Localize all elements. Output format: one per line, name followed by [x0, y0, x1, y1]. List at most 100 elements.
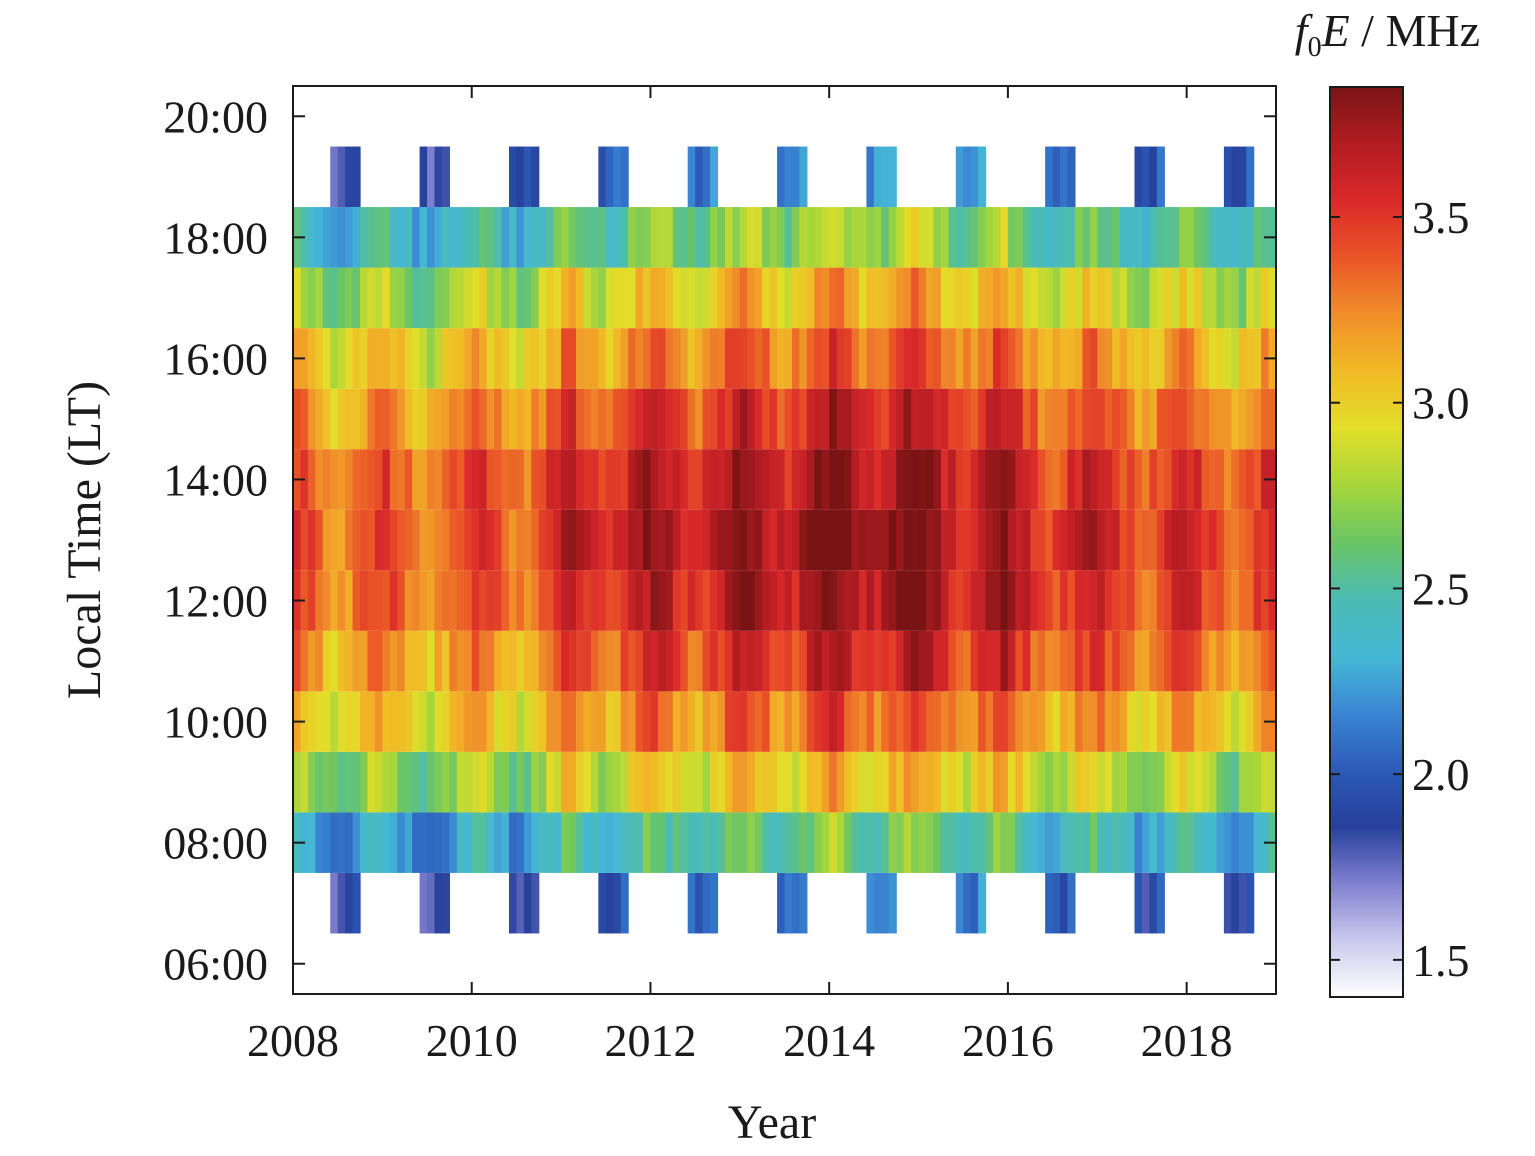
heatmap-cell [1045, 146, 1054, 208]
heatmap-cell [434, 751, 443, 813]
heatmap-cell [1067, 207, 1076, 268]
heatmap-cell [568, 267, 577, 329]
heatmap-cell [814, 630, 823, 692]
heatmap-cell [955, 630, 964, 692]
heatmap-cell [456, 388, 465, 450]
heatmap-cell [1030, 328, 1039, 389]
heatmap-cell [866, 751, 875, 813]
heatmap-cell [1141, 872, 1150, 934]
heatmap-cell [1223, 388, 1232, 450]
heatmap-cell [1112, 328, 1121, 389]
heatmap-cell [881, 751, 890, 813]
x-tick-label: 2018 [1141, 1015, 1233, 1066]
heatmap-cell [1007, 267, 1016, 329]
heatmap-cell [337, 207, 346, 268]
heatmap-cell [1238, 570, 1247, 631]
heatmap-cell [1179, 388, 1188, 450]
heatmap-cell [806, 207, 815, 268]
heatmap-cell [791, 328, 800, 389]
heatmap-cell [844, 812, 853, 873]
heatmap-cell [412, 449, 421, 510]
heatmap-cell [1089, 570, 1098, 631]
heatmap-cell [1067, 509, 1076, 571]
heatmap-cell [404, 630, 413, 692]
heatmap-cell [345, 691, 354, 752]
heatmap-cell [516, 691, 525, 752]
heatmap-cell [434, 509, 443, 571]
heatmap-cell [963, 388, 972, 450]
heatmap-cell [337, 328, 346, 389]
heatmap-cell [821, 751, 830, 813]
heatmap-cell [1060, 388, 1069, 450]
heatmap-cell [531, 751, 540, 813]
heatmap-cell [1127, 328, 1136, 389]
heatmap-cell [747, 630, 756, 692]
heatmap-cell [1082, 449, 1091, 510]
heatmap-cell [702, 751, 711, 813]
heatmap-cell [531, 570, 540, 631]
heatmap-cell [985, 207, 994, 268]
heatmap-cell [940, 207, 949, 268]
heatmap-cell [739, 267, 748, 329]
heatmap-cell [330, 691, 339, 752]
heatmap-cell [1015, 328, 1024, 389]
heatmap-cell [628, 328, 637, 389]
heatmap-cell [680, 207, 689, 268]
heatmap-cell [628, 630, 637, 692]
heatmap-cell [1149, 328, 1158, 389]
heatmap-cell [710, 509, 719, 571]
heatmap-cell [553, 570, 562, 631]
heatmap-cell [911, 570, 920, 631]
heatmap-cell [553, 812, 562, 873]
heatmap-cell [330, 146, 339, 208]
heatmap-cell [1194, 691, 1203, 752]
heatmap-cell [1268, 509, 1277, 571]
heatmap-cell [471, 691, 480, 752]
heatmap-cell [441, 812, 450, 873]
heatmap-cell [747, 751, 756, 813]
heatmap-cell [590, 509, 599, 571]
heatmap-cell [702, 388, 711, 450]
heatmap-cell [724, 207, 733, 268]
heatmap-cell [829, 812, 838, 873]
heatmap-cell [1134, 812, 1143, 873]
heatmap-cell [851, 691, 860, 752]
heatmap-cell [993, 509, 1002, 571]
heatmap-cell [374, 812, 383, 873]
heatmap-cell [508, 630, 518, 692]
heatmap-cell [1089, 388, 1098, 450]
heatmap-cell [449, 449, 458, 510]
heatmap-cell [650, 509, 659, 571]
heatmap-cell [1171, 509, 1180, 571]
heatmap-cell [404, 207, 413, 268]
heatmap-cell [702, 328, 711, 389]
heatmap-cell [680, 388, 689, 450]
heatmap-cell [1156, 812, 1165, 873]
heatmap-cell [665, 570, 674, 631]
heatmap-cell [769, 630, 778, 692]
heatmap-cell [896, 751, 905, 813]
heatmap-cell [739, 328, 748, 389]
heatmap-cell [1149, 751, 1158, 813]
heatmap-cell [985, 388, 994, 450]
heatmap-cell [389, 207, 398, 268]
heatmap-cell [762, 328, 771, 389]
heatmap-cell [829, 207, 838, 268]
heatmap-cell [1223, 630, 1232, 692]
heatmap-cell [397, 328, 406, 389]
heatmap-cell [1045, 872, 1054, 934]
heatmap-cell [1253, 328, 1262, 389]
heatmap-cell [635, 207, 644, 268]
heatmap-cell [948, 449, 957, 510]
heatmap-cell [747, 449, 756, 510]
heatmap-cell [337, 388, 346, 450]
heatmap-cell [710, 751, 719, 813]
heatmap-cell [1060, 570, 1069, 631]
heatmap-cell [598, 207, 607, 268]
heatmap-cell [1089, 691, 1098, 752]
heatmap-cell [583, 812, 592, 873]
heatmap-cell [419, 388, 428, 450]
heatmap-cell [397, 267, 406, 329]
heatmap-cell [583, 751, 592, 813]
